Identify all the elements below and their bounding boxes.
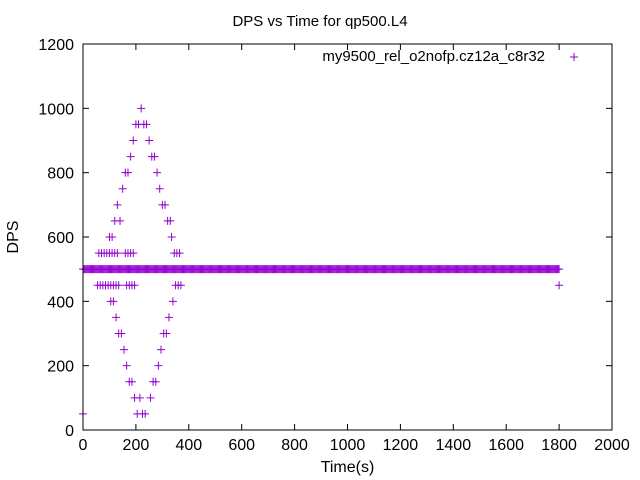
- x-tick-label: 600: [228, 437, 255, 454]
- x-tick-label: 1400: [436, 437, 472, 454]
- data-point: [166, 216, 175, 225]
- data-point: [167, 233, 176, 241]
- data-point: [142, 120, 151, 129]
- y-tick-label: 600: [47, 230, 74, 247]
- data-point: [146, 393, 155, 402]
- legend-label: my9500_rel_o2nofp.cz12a_c8r32: [322, 48, 545, 65]
- data-point: [109, 297, 118, 306]
- data-point: [175, 249, 184, 258]
- y-tick-label: 800: [47, 166, 74, 183]
- data-point: [129, 249, 138, 258]
- x-tick-label: 1600: [488, 437, 524, 454]
- y-tick-label: 200: [47, 359, 74, 376]
- data-point: [176, 281, 185, 290]
- data-point: [123, 168, 132, 177]
- data-point: [118, 184, 127, 193]
- data-point: [137, 104, 146, 113]
- data-point: [160, 200, 169, 209]
- x-tick-label: 400: [175, 437, 202, 454]
- data-point: [117, 329, 126, 338]
- data-point: [157, 345, 166, 354]
- data-point: [113, 249, 122, 258]
- data-point: [141, 409, 150, 418]
- x-tick-label: 1200: [383, 437, 419, 454]
- legend-marker-plus: [570, 53, 578, 61]
- y-tick-label: 0: [65, 423, 74, 440]
- plot-frame: [82, 43, 613, 431]
- y-axis-title: DPS: [5, 221, 22, 254]
- data-point: [555, 281, 564, 290]
- data-point: [154, 361, 163, 370]
- data-point: [114, 281, 123, 290]
- baseline-point: [555, 265, 564, 274]
- data-point: [108, 233, 117, 241]
- x-tick-label: 800: [281, 437, 308, 454]
- x-tick-label: 2000: [594, 437, 630, 454]
- data-point: [153, 168, 162, 177]
- data-point: [155, 184, 164, 193]
- y-tick-label: 1000: [38, 101, 74, 118]
- data-point: [168, 297, 177, 306]
- data-point: [126, 152, 135, 161]
- data-point: [130, 281, 139, 290]
- data-point: [119, 345, 128, 354]
- chart-title: DPS vs Time for qp500.L4: [232, 13, 407, 30]
- legend-marker: [570, 53, 578, 61]
- data-point: [129, 136, 138, 145]
- data-point: [122, 361, 131, 370]
- data-point: [145, 136, 154, 145]
- data-point: [150, 152, 159, 161]
- data-point: [151, 377, 160, 386]
- x-tick-label: 200: [123, 437, 150, 454]
- data-point: [135, 393, 144, 402]
- data-point: [127, 377, 136, 386]
- x-axis-title: Time(s): [321, 459, 375, 476]
- data-marks: [79, 104, 564, 418]
- x-tick-label: 0: [79, 437, 88, 454]
- data-point: [164, 313, 173, 322]
- y-tick-label: 400: [47, 294, 74, 311]
- x-tick-label: 1800: [541, 437, 577, 454]
- data-point: [116, 216, 125, 225]
- y-tick-label: 1200: [38, 37, 74, 54]
- data-point: [162, 329, 171, 338]
- axis-ticks: 0 200 400 600 800 1000 1200 1400 1600 1800 2000 0 20…: [38, 37, 629, 454]
- data-point: [113, 200, 122, 209]
- data-point: [112, 313, 121, 322]
- x-tick-label: 1000: [330, 437, 366, 454]
